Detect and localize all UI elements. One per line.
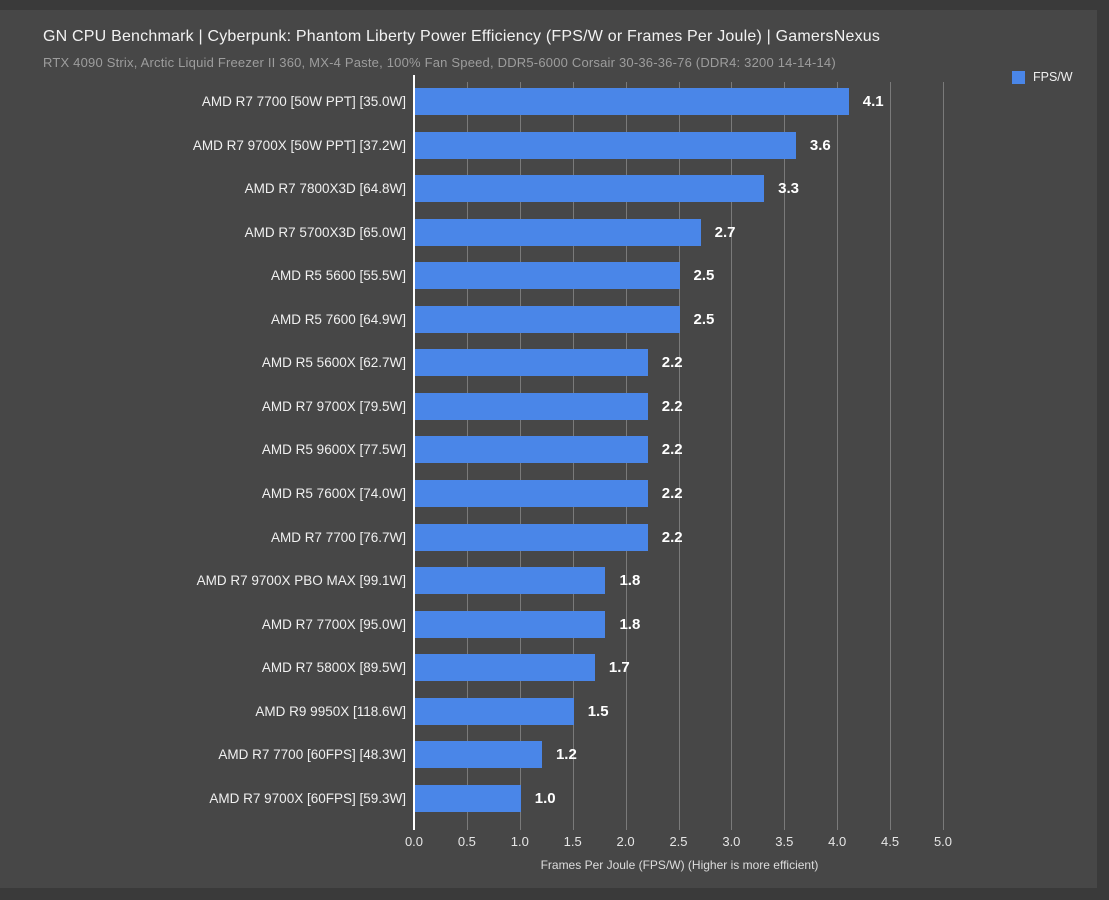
bar-value-label: 2.2 (661, 441, 683, 459)
category-label: AMD R5 7600X [74.0W] (261, 486, 406, 502)
bar-value-label: 4.1 (862, 93, 884, 110)
bar-value-label: 2.2 (661, 397, 683, 415)
bar-row: AMD R5 9600X [77.5W] 2.2 (0, 436, 1109, 464)
bar (415, 784, 521, 812)
bar (415, 88, 849, 115)
chart-subtitle: RTX 4090 Strix, Arctic Liquid Freezer II… (43, 55, 836, 70)
bar-value-label: 1.8 (619, 572, 641, 590)
bar-row: AMD R7 9700X [50W PPT] [37.2W] 3.6 (0, 131, 1109, 159)
frame-border-right (1097, 0, 1109, 900)
x-tick-label: 4.5 (881, 834, 900, 849)
bar-value-label: 1.5 (587, 702, 609, 720)
bar-value-label: 1.8 (619, 615, 641, 633)
category-label: AMD R5 5600X [62.7W] (261, 355, 406, 371)
x-axis-label: Frames Per Joule (FPS/W) (Higher is more… (540, 858, 819, 872)
category-label: AMD R5 5600 [55.5W] (270, 268, 406, 284)
bar-value-label: 2.5 (693, 267, 715, 285)
bar-value-label: 2.2 (661, 485, 683, 503)
x-tick-label: 1.0 (510, 834, 529, 849)
category-label: AMD R7 7700 [60FPS] [48.3W] (218, 747, 406, 763)
bar (415, 262, 680, 290)
gridline (890, 82, 892, 830)
bar-value-label: 1.0 (534, 789, 556, 807)
bar-row: AMD R7 9700X PBO MAX [99.1W] 1.8 (0, 567, 1109, 595)
bar-row: AMD R7 7700 [60FPS] [48.3W] 1.2 (0, 741, 1109, 769)
frame-border-bottom (0, 888, 1109, 900)
x-tick-label: 1.5 (563, 834, 582, 849)
bar-row: AMD R5 7600X [74.0W] 2.2 (0, 480, 1109, 508)
x-tick-label: 0.0 (404, 834, 424, 849)
bar (415, 175, 765, 203)
gridline (784, 82, 786, 830)
bar (415, 697, 574, 725)
bar-row: AMD R9 9950X [118.6W] 1.5 (0, 697, 1109, 725)
y-axis-line (413, 75, 415, 830)
chart-title: GN CPU Benchmark | Cyberpunk: Phantom Li… (43, 28, 881, 45)
bar-value-label: 3.3 (778, 180, 799, 198)
bar (415, 436, 648, 464)
category-label: AMD R7 7700X [95.0W] (261, 616, 406, 632)
gridline (943, 82, 944, 830)
legend-swatch-icon (1012, 70, 1025, 84)
bar-row: AMD R5 7600 [64.9W] 2.5 (0, 305, 1109, 333)
category-label: AMD R5 7600 [64.9W] (270, 311, 406, 327)
bar-row: AMD R7 9700X [79.5W] 2.2 (0, 392, 1109, 420)
category-label: AMD R5 9600X [77.5W] (261, 442, 406, 458)
gridline (837, 82, 839, 830)
x-tick-label: 3.0 (722, 834, 741, 849)
bar-value-label: 1.7 (608, 659, 630, 677)
gridline (731, 82, 733, 830)
bar-value-label: 3.6 (809, 136, 831, 154)
category-label: AMD R7 9700X [60FPS] [59.3W] (209, 790, 406, 806)
category-label: AMD R7 9700X PBO MAX [99.1W] (196, 573, 406, 589)
bar-row: AMD R7 7800X3D [64.8W] 3.3 (0, 175, 1109, 203)
bar (415, 480, 648, 508)
bar (415, 218, 701, 246)
category-label: AMD R7 9700X [50W PPT] [37.2W] (192, 137, 406, 153)
category-label: AMD R7 7700 [76.7W] (270, 529, 406, 545)
x-tick-label: 2.0 (616, 834, 635, 849)
bar-row: AMD R7 5800X [89.5W] 1.7 (0, 654, 1109, 682)
bar-value-label: 2.7 (714, 223, 736, 241)
category-label: AMD R9 9950X [118.6W] (255, 703, 406, 719)
bar-row: AMD R7 9700X [60FPS] [59.3W] 1.0 (0, 784, 1109, 812)
category-label: AMD R7 7800X3D [64.8W] (244, 181, 406, 197)
bar-row: AMD R7 7700 [76.7W] 2.2 (0, 523, 1109, 551)
bar-row: AMD R7 5700X3D [65.0W] 2.7 (0, 218, 1109, 246)
bar (415, 392, 648, 420)
bar (415, 523, 648, 551)
bar (415, 349, 648, 377)
frame-border-top (0, 0, 1109, 10)
bar-row: AMD R5 5600 [55.5W] 2.5 (0, 262, 1109, 290)
x-tick-label: 2.5 (669, 834, 688, 849)
bar-value-label: 2.2 (661, 354, 683, 372)
bar (415, 610, 606, 638)
bar (415, 305, 680, 333)
x-tick-label: 5.0 (933, 834, 953, 849)
category-label: AMD R7 5700X3D [65.0W] (244, 224, 406, 240)
bar (415, 131, 796, 159)
bar-row: AMD R7 7700X [95.0W] 1.8 (0, 610, 1109, 638)
bar (415, 654, 595, 682)
bar (415, 567, 606, 595)
bar-value-label: 1.2 (555, 746, 577, 764)
legend: FPS/W (1012, 70, 1073, 84)
bar-row: AMD R5 5600X [62.7W] 2.2 (0, 349, 1109, 377)
bar-value-label: 2.5 (693, 310, 715, 328)
x-tick-label: 4.0 (828, 834, 847, 849)
gridline (678, 82, 680, 830)
category-label: AMD R7 7700 [50W PPT] [35.0W] (201, 94, 406, 109)
bar-value-label: 2.2 (661, 528, 683, 546)
x-tick-label: 3.5 (775, 834, 794, 849)
category-label: AMD R7 9700X [79.5W] (261, 398, 406, 414)
bar-row: AMD R7 7700 [50W PPT] [35.0W] 4.1 (0, 88, 1109, 115)
bar (415, 741, 542, 769)
legend-label: FPS/W (1033, 70, 1073, 84)
category-label: AMD R7 5800X [89.5W] (261, 660, 406, 676)
x-tick-label: 0.5 (457, 834, 476, 849)
